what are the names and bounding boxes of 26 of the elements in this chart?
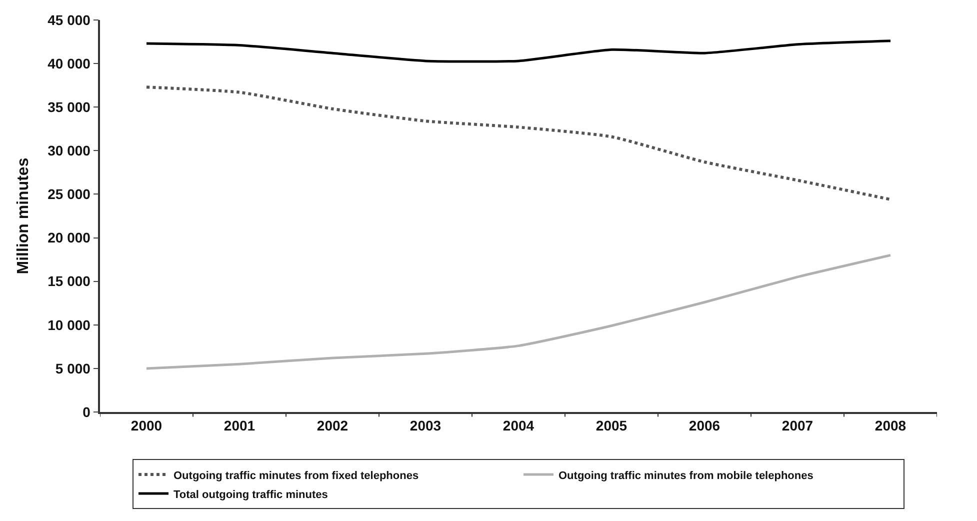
- y-tick-label: 0: [82, 404, 91, 420]
- y-tick-label: 15 000: [48, 273, 91, 290]
- x-tick-label: 2008: [874, 418, 906, 434]
- y-tick-label: 45 000: [48, 12, 91, 28]
- x-tick-label: 2005: [596, 418, 628, 434]
- x-tick-label: 2007: [782, 418, 814, 434]
- x-tick-label: 2001: [224, 418, 256, 434]
- legend-label: Total outgoing traffic minutes: [174, 488, 328, 501]
- x-tick-label: 2002: [316, 418, 348, 434]
- y-tick-label: 5 000: [55, 360, 91, 376]
- x-tick-label: 2006: [688, 418, 720, 434]
- x-tick-label: 2000: [130, 418, 162, 434]
- y-tick-label: 25 000: [48, 186, 91, 202]
- y-tick-label: 35 000: [48, 99, 91, 116]
- legend-label: Outgoing traffic minutes from fixed telephones: [174, 470, 419, 482]
- y-tick-label: 10 000: [48, 316, 91, 333]
- y-tick-label: 20 000: [48, 230, 91, 246]
- y-axis-title: Million minutes: [15, 158, 32, 274]
- y-tick-label: 30 000: [48, 142, 91, 159]
- line-series: [145, 254, 892, 370]
- x-tick-label: 2003: [410, 418, 442, 434]
- line-series: [145, 40, 892, 63]
- line-series: [145, 86, 892, 201]
- x-tick-label: 2004: [502, 418, 534, 434]
- y-tick-label: 40 000: [48, 55, 91, 72]
- legend-label: Outgoing traffic minutes from mobile telephones: [558, 470, 814, 482]
